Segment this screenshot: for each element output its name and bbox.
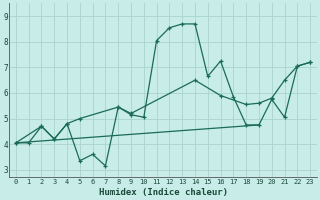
X-axis label: Humidex (Indice chaleur): Humidex (Indice chaleur) [99,188,228,197]
